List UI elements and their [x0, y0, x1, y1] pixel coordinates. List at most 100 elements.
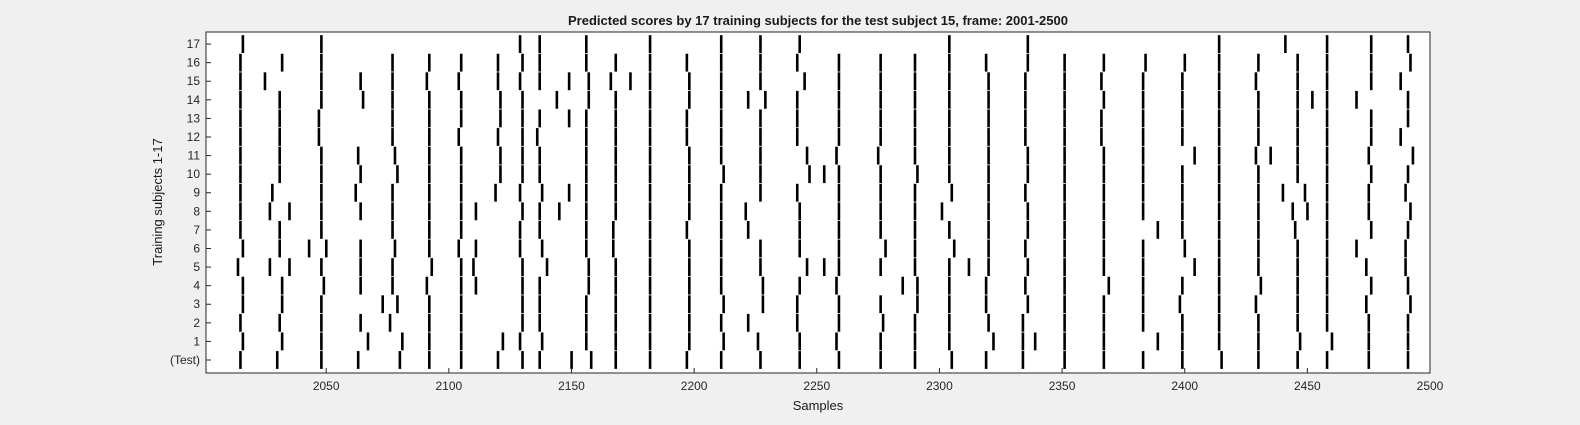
- event-mark: [614, 109, 618, 128]
- event-mark: [795, 313, 799, 332]
- event-mark: [278, 90, 281, 109]
- event-mark: [795, 295, 799, 314]
- y-tick-label: 2: [193, 316, 200, 330]
- event-mark: [396, 165, 399, 184]
- event-mark: [1406, 220, 1410, 239]
- event-mark: [1257, 351, 1260, 369]
- event-mark: [540, 239, 544, 258]
- event-mark: [1325, 109, 1329, 128]
- event-mark: [913, 313, 917, 332]
- event-mark: [837, 165, 841, 184]
- event-mark: [496, 351, 500, 369]
- event-mark: [459, 351, 463, 369]
- event-mark: [805, 146, 809, 165]
- event-mark: [354, 183, 358, 202]
- event-mark: [587, 90, 591, 109]
- event-mark: [391, 258, 394, 276]
- event-mark: [913, 53, 917, 72]
- event-mark: [1026, 146, 1030, 165]
- event-mark: [320, 332, 323, 351]
- event-mark: [239, 146, 242, 165]
- event-mark: [913, 332, 917, 351]
- y-tick-label: 12: [187, 130, 201, 144]
- event-mark: [359, 239, 362, 258]
- event-mark: [1021, 313, 1025, 332]
- event-mark: [361, 90, 365, 109]
- event-mark: [948, 165, 951, 184]
- y-tick-label: 8: [193, 204, 200, 218]
- event-mark: [913, 90, 917, 109]
- event-mark: [948, 109, 951, 128]
- event-mark: [648, 165, 652, 184]
- event-mark: [759, 146, 762, 165]
- event-mark: [280, 276, 284, 295]
- row-subject-14: [239, 90, 1410, 109]
- event-mark: [1325, 313, 1329, 332]
- y-tick-label: 1: [193, 334, 200, 348]
- event-mark: [1021, 332, 1025, 351]
- event-mark: [987, 128, 990, 146]
- y-tick-label: 7: [193, 223, 200, 237]
- event-mark: [1369, 72, 1373, 91]
- event-mark: [1141, 313, 1145, 332]
- event-mark: [538, 351, 541, 369]
- event-mark: [538, 276, 541, 295]
- event-mark: [648, 295, 652, 314]
- event-mark: [879, 351, 882, 369]
- event-mark: [688, 258, 691, 276]
- event-mark: [835, 146, 838, 165]
- y-tick-label: 17: [187, 37, 201, 51]
- event-mark: [1063, 90, 1066, 109]
- event-mark: [366, 332, 370, 351]
- event-mark: [585, 295, 588, 314]
- event-mark: [241, 35, 245, 53]
- event-mark: [614, 53, 618, 72]
- event-mark: [1306, 202, 1309, 221]
- event-mark: [1367, 183, 1371, 202]
- event-mark: [320, 183, 323, 202]
- event-mark: [499, 165, 502, 184]
- event-mark: [1369, 109, 1373, 128]
- event-mark: [1063, 165, 1066, 184]
- event-mark: [1406, 332, 1410, 351]
- event-mark: [585, 202, 588, 221]
- event-mark: [1217, 202, 1221, 221]
- event-mark: [987, 183, 990, 202]
- event-mark: [496, 72, 500, 91]
- event-mark: [359, 258, 362, 276]
- y-tick-label: 4: [193, 279, 200, 293]
- event-mark: [948, 220, 951, 239]
- row-subject-3: [241, 295, 1412, 314]
- event-mark: [239, 109, 242, 128]
- event-mark: [428, 128, 431, 146]
- event-mark: [518, 72, 522, 91]
- event-mark: [1102, 313, 1106, 332]
- event-mark: [239, 128, 242, 146]
- event-mark: [688, 72, 691, 91]
- event-mark: [428, 295, 431, 314]
- event-mark: [1063, 53, 1066, 72]
- event-mark: [428, 165, 431, 184]
- event-mark: [948, 258, 951, 276]
- event-mark: [759, 128, 762, 146]
- event-mark: [614, 202, 618, 221]
- event-mark: [585, 183, 588, 202]
- event-mark: [518, 239, 522, 258]
- event-mark: [987, 313, 990, 332]
- y-tick-label: 6: [193, 241, 200, 255]
- event-mark: [587, 258, 591, 276]
- event-mark: [538, 72, 541, 91]
- event-mark: [1102, 183, 1106, 202]
- event-mark: [688, 202, 691, 221]
- event-mark: [1325, 53, 1329, 72]
- event-mark: [648, 313, 652, 332]
- event-mark: [1259, 276, 1263, 295]
- event-mark: [685, 53, 689, 72]
- event-mark: [521, 90, 524, 109]
- event-mark: [759, 239, 762, 258]
- event-mark: [317, 128, 321, 146]
- event-mark: [719, 202, 723, 221]
- event-mark: [1141, 202, 1145, 221]
- event-mark: [1063, 146, 1066, 165]
